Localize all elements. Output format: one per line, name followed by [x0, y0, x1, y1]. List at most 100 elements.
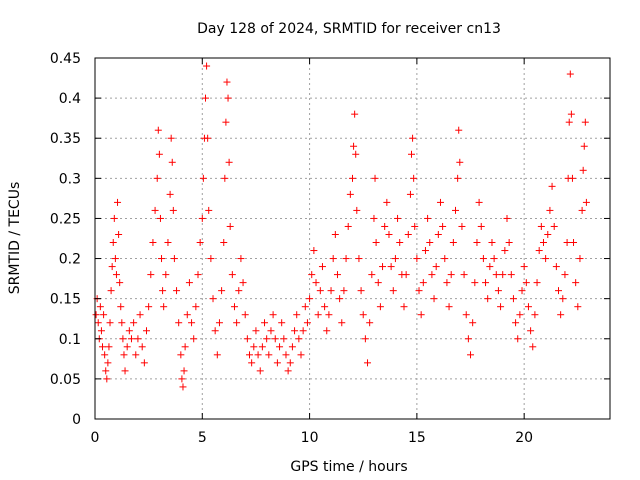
data-point	[235, 287, 243, 295]
data-point	[99, 343, 107, 351]
data-point	[130, 319, 138, 327]
data-point	[258, 343, 266, 351]
data-point	[96, 303, 104, 311]
data-point	[364, 359, 372, 367]
data-point	[340, 287, 348, 295]
data-point	[265, 351, 273, 359]
data-point	[101, 351, 109, 359]
y-tick-label: 0.45	[50, 51, 81, 67]
data-point	[120, 351, 128, 359]
data-point	[516, 311, 524, 319]
data-point	[494, 287, 502, 295]
data-point	[149, 239, 157, 247]
data-point	[140, 359, 148, 367]
data-point	[454, 174, 462, 182]
data-point	[223, 78, 231, 86]
data-point	[220, 239, 228, 247]
data-point	[177, 351, 185, 359]
data-point	[202, 94, 210, 102]
data-point	[211, 327, 219, 335]
data-point	[410, 174, 418, 182]
data-point	[565, 118, 573, 126]
data-point	[121, 367, 129, 375]
data-point	[582, 198, 590, 206]
data-point	[221, 174, 229, 182]
data-point	[92, 311, 100, 319]
y-tick-label: 0.15	[50, 292, 81, 308]
data-point	[344, 222, 352, 230]
data-point	[267, 327, 275, 335]
data-point	[537, 222, 545, 230]
data-point	[301, 303, 309, 311]
data-point	[391, 255, 399, 263]
data-point	[159, 287, 167, 295]
data-point	[180, 367, 188, 375]
data-point	[492, 271, 500, 279]
data-point	[115, 230, 123, 238]
data-point	[535, 247, 543, 255]
data-point	[108, 263, 116, 271]
x-axis-label: GPS time / hours	[290, 459, 407, 475]
data-point	[533, 279, 541, 287]
data-point	[316, 287, 324, 295]
data-point	[379, 263, 387, 271]
data-point	[132, 351, 140, 359]
data-point	[312, 279, 320, 287]
data-point	[134, 335, 142, 343]
data-point	[94, 319, 102, 327]
data-point	[246, 351, 253, 359]
data-point	[248, 359, 256, 367]
data-point	[178, 375, 186, 383]
data-point	[430, 295, 438, 303]
data-point	[143, 327, 150, 335]
data-point	[507, 271, 515, 279]
data-point	[396, 239, 404, 247]
data-point	[179, 383, 187, 391]
data-point	[559, 295, 567, 303]
data-point	[162, 271, 170, 279]
data-point	[389, 287, 397, 295]
data-point	[204, 134, 212, 142]
data-point	[169, 206, 177, 214]
data-point	[276, 343, 284, 351]
data-point	[291, 327, 299, 335]
data-point	[123, 343, 131, 351]
data-point	[136, 311, 144, 319]
data-point	[269, 311, 277, 319]
data-point	[576, 255, 584, 263]
data-point	[336, 295, 344, 303]
data-point	[250, 343, 258, 351]
data-point	[503, 214, 511, 222]
data-point	[325, 311, 333, 319]
data-point	[111, 255, 119, 263]
data-point	[106, 319, 114, 327]
data-point	[462, 311, 470, 319]
data-point	[514, 335, 522, 343]
data-point	[114, 198, 122, 206]
plot-frame	[94, 57, 611, 420]
x-tick-label: 5	[198, 430, 207, 446]
data-point	[119, 335, 127, 343]
data-point	[445, 303, 453, 311]
data-point	[278, 319, 286, 327]
data-point	[352, 150, 360, 158]
grid-lines	[95, 58, 610, 419]
data-point	[439, 222, 447, 230]
data-point	[151, 206, 159, 214]
data-point	[404, 230, 412, 238]
data-point	[415, 287, 423, 295]
data-point	[116, 279, 124, 287]
y-tick-label: 0.05	[50, 372, 81, 388]
data-point	[308, 271, 316, 279]
data-point	[402, 271, 410, 279]
data-point	[527, 327, 535, 335]
data-point	[428, 271, 436, 279]
data-point	[482, 279, 490, 287]
data-point	[153, 174, 161, 182]
data-point	[338, 319, 346, 327]
data-point	[561, 271, 569, 279]
data-point	[237, 255, 245, 263]
data-point	[400, 303, 408, 311]
data-point	[306, 295, 314, 303]
